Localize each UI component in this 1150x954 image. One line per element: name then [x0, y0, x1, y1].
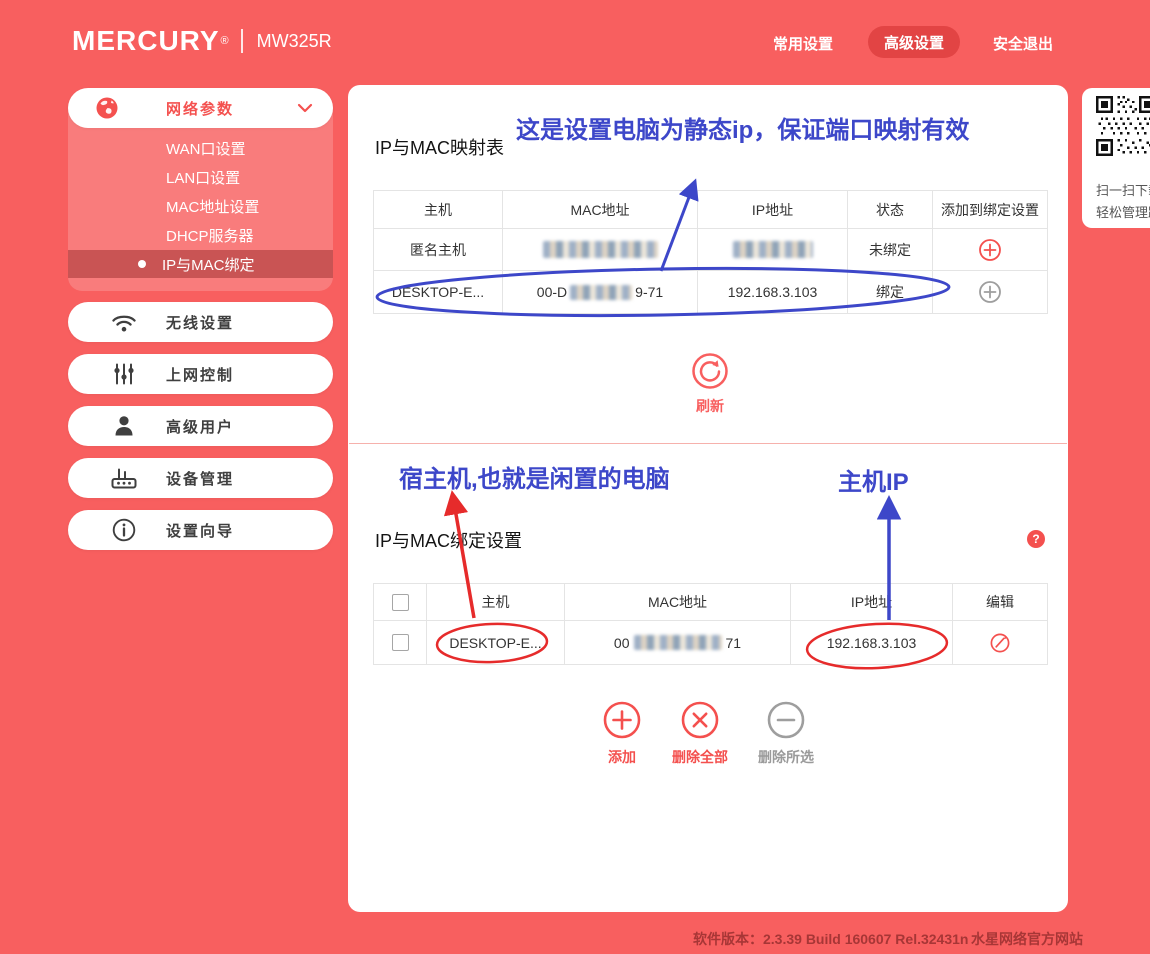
model-name: MW325R	[256, 30, 332, 51]
delete-selected-button[interactable]	[766, 700, 806, 740]
mac-cell	[503, 229, 698, 271]
column-header-status: 状态	[848, 191, 933, 229]
ip-mac-binding-table: 主机 MAC地址 IP地址 编辑 DESKTOP-E... 00 71 192.1…	[373, 583, 1048, 665]
column-header-host: 主机	[427, 584, 565, 621]
registered-mark: ®	[220, 35, 229, 47]
annotation-host-ip: 主机IP	[838, 469, 909, 496]
refresh-button[interactable]	[688, 349, 732, 393]
globe-icon	[94, 95, 120, 121]
refresh-label[interactable]: 刷新	[696, 398, 724, 414]
mac-cell: 00 71	[565, 621, 791, 664]
add-to-binding-button[interactable]	[978, 238, 1002, 262]
sidebar-item-wireless-label: 无线设置	[166, 314, 235, 332]
sidebar-group-network[interactable]: 网络参数	[68, 88, 333, 128]
add-button-label[interactable]: 添加	[608, 749, 636, 765]
binding-table-title: IP与MAC绑定设置	[375, 531, 523, 551]
mac-suffix: 71	[725, 634, 742, 651]
sliders-icon	[111, 361, 137, 387]
sidebar-item-setup-wizard[interactable]: 设置向导	[68, 510, 333, 550]
brand-name: MERCURY	[72, 25, 220, 56]
redacted-mac-middle	[570, 284, 633, 300]
select-all-checkbox[interactable]	[391, 593, 409, 611]
mac-prefix: 00-D	[536, 284, 568, 300]
sidebar-group-network-label: 网络参数	[166, 100, 235, 118]
sidebar-item-lan[interactable]: LAN口设置	[166, 170, 241, 187]
annotation-static-ip: 这是设置电脑为静态ip，保证端口映射有效	[516, 117, 970, 144]
ip-cell	[698, 229, 848, 271]
add-button[interactable]	[602, 700, 642, 740]
column-header-host: 主机	[374, 191, 503, 229]
mac-cell: 00-D 9-71	[503, 271, 698, 313]
user-icon	[111, 413, 137, 439]
row-checkbox[interactable]	[391, 634, 409, 651]
qr-panel	[1082, 88, 1150, 228]
nav-logout[interactable]: 安全退出	[993, 36, 1054, 53]
redacted-mac	[542, 241, 658, 258]
column-header-mac: MAC地址	[565, 584, 791, 621]
mapping-table-title: IP与MAC映射表	[375, 138, 505, 158]
redacted-ip	[732, 241, 813, 258]
redacted-mac-middle	[633, 635, 722, 650]
mac-suffix: 9-71	[635, 284, 664, 300]
annotation-host: 宿主机,也就是闲置的电脑	[399, 466, 670, 493]
logo-divider	[240, 29, 243, 53]
nav-common-settings[interactable]: 常用设置	[773, 36, 834, 53]
firmware-version: 软件版本：2.3.39 Build 160607 Rel.32431n	[693, 931, 969, 947]
qr-code	[1096, 96, 1150, 156]
status-cell: 绑定	[848, 271, 933, 313]
sidebar-submenu-network: WAN口设置 LAN口设置 MAC地址设置 DHCP服务器 IP与MAC绑定	[68, 106, 333, 291]
router-icon	[109, 465, 139, 491]
edit-icon[interactable]	[989, 632, 1011, 654]
ip-mac-mapping-table: 主机 MAC地址 IP地址 状态 添加到绑定设置 匿名主机 未绑定 DESKTO…	[373, 190, 1048, 314]
sidebar-item-wireless[interactable]: 无线设置	[68, 302, 333, 342]
sidebar-item-ip-mac-binding-label: IP与MAC绑定	[162, 256, 255, 274]
sidebar-item-device-management[interactable]: 设备管理	[68, 458, 333, 498]
host-cell: DESKTOP-E...	[427, 621, 565, 664]
sidebar-item-access-control-label: 上网控制	[166, 366, 235, 384]
sidebar-item-setup-wizard-label: 设置向导	[166, 522, 235, 540]
sidebar-item-advanced-users-label: 高级用户	[166, 418, 235, 436]
sidebar-item-mac-address[interactable]: MAC地址设置	[166, 199, 260, 216]
nav-advanced-settings[interactable]: 高级设置	[868, 26, 960, 58]
section-divider	[349, 443, 1067, 444]
column-header-ip: IP地址	[791, 584, 953, 621]
help-icon[interactable]: ?	[1027, 530, 1045, 548]
column-header-ip: IP地址	[698, 191, 848, 229]
column-header-add-to-binding: 添加到绑定设置	[933, 191, 1047, 229]
ip-cell: 192.168.3.103	[698, 271, 848, 313]
brand-logo: MERCURY ® MW325R	[72, 25, 332, 57]
delete-selected-button-label[interactable]: 删除所选	[758, 749, 814, 765]
delete-all-button-label[interactable]: 删除全部	[672, 749, 728, 765]
sidebar-item-advanced-users[interactable]: 高级用户	[68, 406, 333, 446]
status-cell: 未绑定	[848, 229, 933, 271]
qr-caption-line2: 轻松管理路由	[1096, 205, 1150, 220]
info-icon	[111, 517, 137, 543]
column-header-edit: 编辑	[953, 584, 1047, 621]
sidebar-item-access-control[interactable]: 上网控制	[68, 354, 333, 394]
official-site-link[interactable]: 水星网络官方网站	[971, 931, 1083, 947]
qr-caption-line1: 扫一扫下载	[1096, 183, 1150, 198]
host-cell: 匿名主机	[374, 229, 503, 271]
ip-cell: 192.168.3.103	[791, 621, 953, 664]
column-header-mac: MAC地址	[503, 191, 698, 229]
delete-all-button[interactable]	[680, 700, 720, 740]
chevron-down-icon	[297, 103, 313, 113]
sidebar-item-wan[interactable]: WAN口设置	[166, 141, 246, 158]
sidebar-item-ip-mac-binding[interactable]: IP与MAC绑定	[68, 250, 333, 278]
host-cell: DESKTOP-E...	[374, 271, 503, 313]
add-to-binding-button-disabled[interactable]	[978, 280, 1002, 304]
sidebar-item-device-management-label: 设备管理	[166, 470, 235, 488]
wifi-icon	[110, 310, 138, 334]
active-bullet-icon	[138, 260, 146, 268]
sidebar-item-dhcp[interactable]: DHCP服务器	[166, 228, 254, 245]
mac-prefix: 00	[613, 634, 630, 651]
